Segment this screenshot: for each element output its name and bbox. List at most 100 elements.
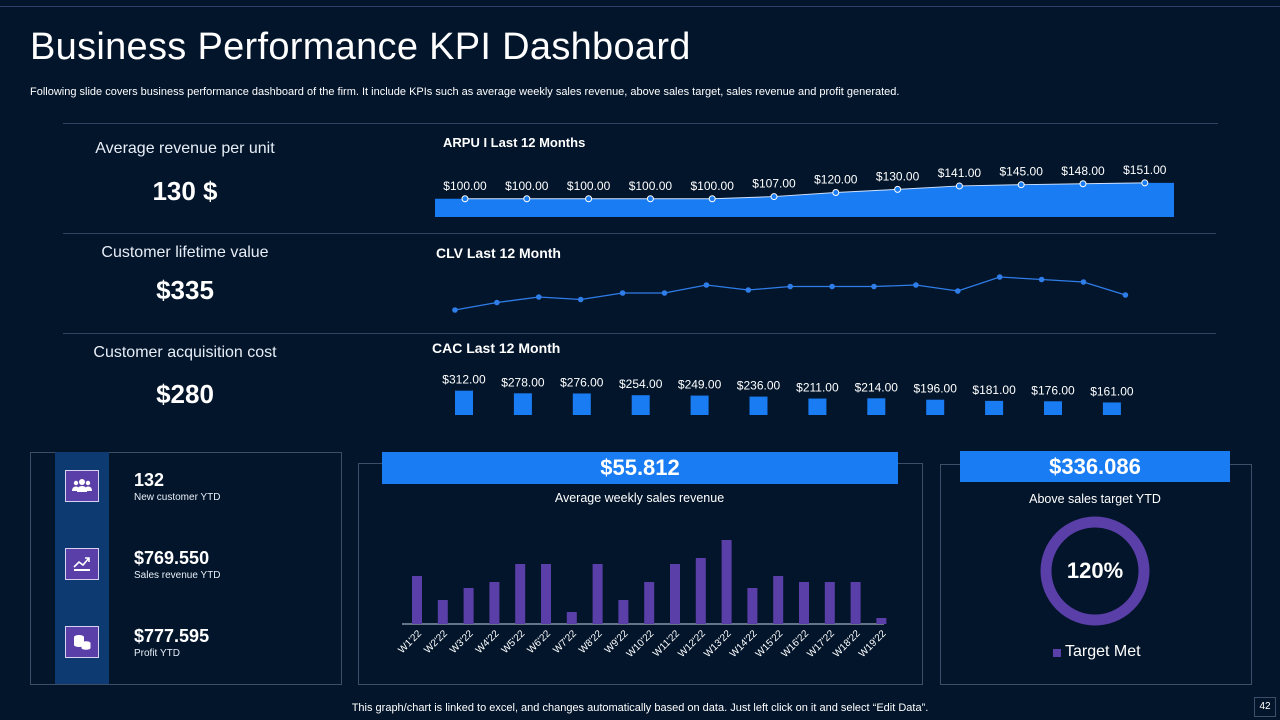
weekly-bar[interactable]: [773, 576, 784, 624]
weekly-bar[interactable]: [876, 618, 887, 624]
cac-bar[interactable]: [926, 399, 945, 415]
arpu-point[interactable]: [585, 195, 593, 203]
weekly-bar[interactable]: [721, 540, 732, 624]
weekly-bar[interactable]: [566, 612, 577, 624]
clv-point[interactable]: [1038, 276, 1045, 283]
cac-bar[interactable]: [631, 395, 650, 415]
clv-point[interactable]: [536, 294, 542, 300]
target-percent-label: 120%: [1066, 558, 1124, 583]
clv-point[interactable]: [829, 283, 835, 290]
weekly-bar[interactable]: [695, 558, 706, 624]
divider: [63, 233, 1216, 234]
arpu-data-label: $100.00: [443, 179, 487, 193]
kpi-label-clv: Customer lifetime value: [101, 244, 269, 261]
weekly-bar[interactable]: [799, 582, 809, 624]
arpu-line: [465, 182, 1145, 200]
cac-bar[interactable]: [690, 395, 709, 415]
clv-point[interactable]: [494, 299, 500, 306]
clv-point[interactable]: [1122, 292, 1129, 298]
weekly-tick-label: W13'22: [702, 628, 734, 660]
cac-data-label: $236.00: [737, 379, 781, 393]
growth-chart-icon: [65, 548, 99, 580]
weekly-bar[interactable]: [437, 600, 448, 624]
users-icon: [65, 470, 99, 502]
kpi-value-clv: $335: [156, 275, 214, 305]
clv-point[interactable]: [619, 290, 626, 296]
clv-point[interactable]: [871, 283, 877, 290]
arpu-point[interactable]: [955, 182, 963, 190]
top-divider: [0, 6, 1280, 7]
weekly-bar[interactable]: [850, 582, 861, 624]
cac-data-label: $181.00: [972, 383, 1016, 397]
weekly-bar[interactable]: [541, 564, 551, 624]
weekly-bar[interactable]: [463, 588, 474, 624]
weekly-sales-bar-chart[interactable]: W1'22W2'22W3'22W4'22W5'22W6'22W7'22W8'22…: [390, 525, 900, 675]
weekly-sales-subtitle: Average weekly sales revenue: [554, 491, 725, 505]
arpu-area-chart[interactable]: $100.00 $100.00 $100.00 $100.00 $100.00 $107.…: [430, 155, 1180, 225]
clv-point[interactable]: [955, 288, 961, 294]
clv-point[interactable]: [745, 287, 752, 293]
weekly-tick-label: W6'22: [526, 628, 554, 656]
cac-bar[interactable]: [1044, 401, 1062, 415]
legend-swatch: [1053, 649, 1061, 657]
clv-point[interactable]: [787, 283, 793, 290]
cac-data-label: $312.00: [442, 373, 486, 387]
cac-bar[interactable]: [985, 400, 1004, 415]
weekly-bar[interactable]: [618, 600, 629, 624]
page-title: Business Performance KPI Dashboard: [30, 26, 691, 68]
clv-point[interactable]: [913, 282, 919, 288]
cac-data-label: $214.00: [855, 380, 899, 394]
clv-point[interactable]: [577, 296, 584, 303]
weekly-tick-label: W7'22: [551, 628, 579, 656]
cac-data-label: $278.00: [501, 375, 545, 389]
clv-point[interactable]: [996, 274, 1003, 280]
stat-label-new-customers: New customer YTD: [134, 492, 221, 503]
cac-bar[interactable]: [455, 390, 473, 415]
cac-data-label: $249.00: [678, 378, 722, 392]
weekly-bar[interactable]: [824, 582, 835, 624]
arpu-point[interactable]: [770, 193, 778, 201]
weekly-tick-label: W12'22: [676, 628, 708, 660]
clv-point[interactable]: [661, 290, 668, 296]
weekly-bar[interactable]: [515, 564, 526, 624]
arpu-point[interactable]: [646, 195, 654, 203]
sales-target-subtitle: Above sales target YTD: [1029, 492, 1161, 506]
cac-bar[interactable]: [513, 393, 532, 415]
arpu-point[interactable]: [894, 185, 902, 193]
arpu-data-label: $130.00: [876, 169, 920, 183]
stat-value-sales-revenue: $769.550: [134, 548, 210, 568]
arpu-point[interactable]: [523, 195, 531, 203]
cac-bar[interactable]: [808, 398, 827, 415]
weekly-bar[interactable]: [592, 564, 603, 624]
divider: [63, 123, 1218, 124]
cac-bar[interactable]: [1102, 402, 1121, 415]
weekly-bar[interactable]: [489, 582, 500, 624]
arpu-point[interactable]: [1079, 180, 1087, 188]
cac-bar[interactable]: [572, 393, 591, 415]
weekly-tick-label: W2'22: [422, 628, 450, 656]
sales-target-value: $336.086: [960, 451, 1230, 482]
cac-bar-chart[interactable]: $312.00 $278.00 $276.00 $254.00 $249.00 $236.…: [430, 362, 1150, 422]
cac-bar[interactable]: [749, 396, 768, 415]
kpi-value-arpu: 130 $: [152, 176, 218, 206]
kpi-value-cac: $280: [156, 379, 214, 409]
arpu-data-label: $107.00: [752, 177, 796, 191]
arpu-point[interactable]: [708, 195, 716, 203]
clv-line-chart[interactable]: [440, 265, 1140, 325]
clv-point[interactable]: [703, 282, 710, 288]
cac-bar[interactable]: [867, 398, 886, 415]
weekly-tick-label: W5'22: [500, 628, 528, 656]
clv-point[interactable]: [452, 307, 458, 313]
clv-point[interactable]: [1080, 279, 1087, 285]
arpu-point[interactable]: [461, 195, 469, 203]
arpu-point[interactable]: [1141, 179, 1149, 187]
target-donut-chart[interactable]: [1035, 512, 1155, 632]
weekly-bar[interactable]: [644, 582, 655, 624]
weekly-bar[interactable]: [747, 588, 758, 624]
weekly-bar[interactable]: [412, 576, 422, 624]
arpu-point[interactable]: [832, 189, 840, 196]
arpu-point[interactable]: [1017, 181, 1025, 189]
coins-icon: [65, 626, 99, 658]
stat-label-profit: Profit YTD: [134, 648, 180, 659]
weekly-bar[interactable]: [670, 564, 680, 624]
